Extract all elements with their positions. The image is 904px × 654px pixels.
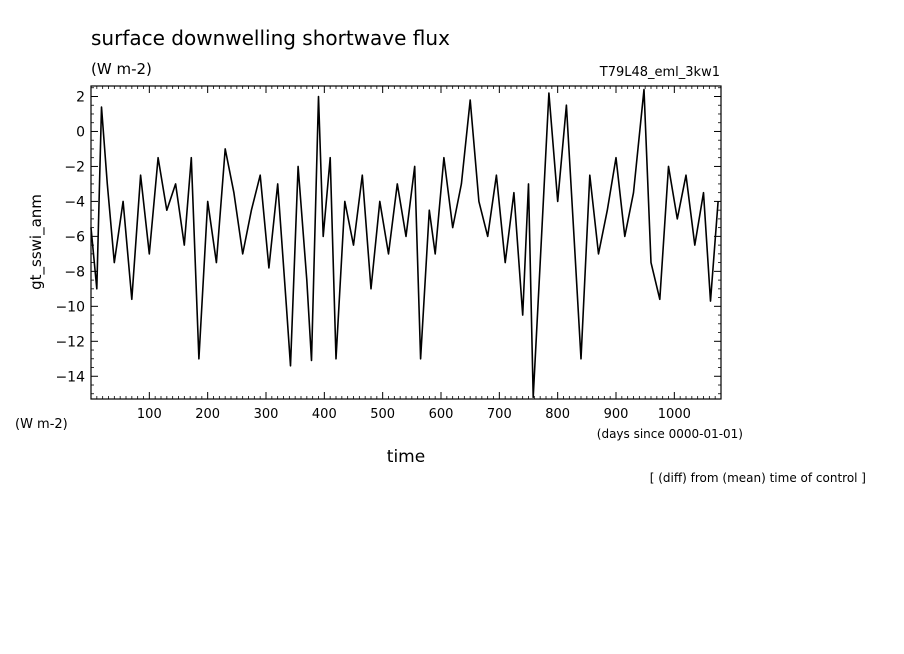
y-axis-label: gt_sswi_anm [27,194,46,290]
units-label-top: (W m-2) [91,60,152,78]
plot-frame [90,85,722,400]
x-tick-label: 400 [312,407,337,422]
chart-title: surface downwelling shortwave flux [91,26,450,50]
x-tick-label: 600 [429,407,454,422]
x-axis-label: time [387,447,425,467]
run-label: T79L48_eml_3kw1 [599,65,720,80]
y-tick-label: 0 [76,124,85,140]
series-line [90,88,719,399]
y-tick-label: −12 [55,334,85,350]
x-tick-label: 1000 [658,407,691,422]
y-tick-label: −14 [55,369,85,385]
y-tick-label: 2 [76,89,85,105]
y-tick-label: −6 [64,229,85,245]
series-group [90,88,719,399]
footnote: [ (diff) from (mean) time of control ] [650,471,866,485]
x-tick-label: 100 [137,407,162,422]
y-tick-label: −4 [64,194,85,210]
x-tick-label: 800 [545,407,570,422]
y-tick-label: −10 [55,299,85,315]
x-tick-label: 500 [370,407,395,422]
units-label-left: (W m-2) [15,417,68,432]
y-tick-label: −8 [64,264,85,280]
x-tick-label: 900 [604,407,629,422]
x-tick-label: 700 [487,407,512,422]
x-tick-label: 300 [254,407,279,422]
x-tick-label: 200 [195,407,220,422]
y-tick-label: −2 [64,159,85,175]
x-axis-unit: (days since 0000-01-01) [597,427,743,441]
axis-ticks: 2 0 −2 −4 −6 −8 −10 −12 −14 100 200 300 400 500 600 700… [55,86,721,422]
